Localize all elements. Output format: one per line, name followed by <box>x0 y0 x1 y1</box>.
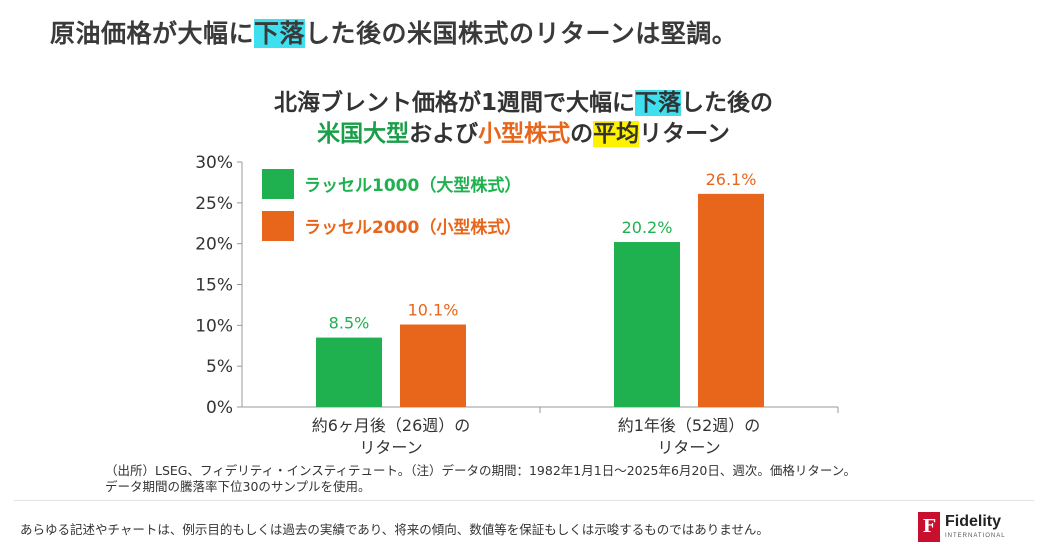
bar-value-label: 8.5% <box>329 314 370 333</box>
legend-swatch <box>262 169 294 199</box>
chart-title-l2-f: リターン <box>639 121 730 147</box>
bar-value-label: 10.1% <box>408 301 459 320</box>
bar <box>698 193 764 407</box>
fidelity-logo: F Fidelity INTERNATIONAL <box>918 508 1033 546</box>
bar <box>400 324 466 407</box>
chart-title-average-highlight: 平均 <box>593 121 640 147</box>
bar-value-label: 26.1% <box>706 170 757 189</box>
chart-title-l2-d: の <box>570 121 594 147</box>
chart-title-l1-a: 北海ブレント価格が1週間で大幅に <box>273 90 635 116</box>
x-category-label: リターン <box>657 438 720 457</box>
chart-title-line2: 米国大型および小型株式の平均リターン <box>0 114 1047 148</box>
legend-label: ラッセル1000（大型株式） <box>304 175 521 196</box>
brand-subtitle: INTERNATIONAL <box>945 533 1006 539</box>
footer-divider <box>14 500 1034 501</box>
source-note: （出所）LSEG、フィデリティ・インスティテュート。（注）データの期間：1982… <box>105 463 856 495</box>
disclaimer: あらゆる記述やチャートは、例示目的もしくは過去の実績であり、将来の傾向、数値等を… <box>20 522 769 537</box>
chart-title-small-cap: 小型株式 <box>478 121 571 147</box>
y-tick-label: 0% <box>206 398 233 418</box>
bar <box>614 242 680 407</box>
y-tick-label: 25% <box>195 194 233 214</box>
source-line-1: （出所）LSEG、フィデリティ・インスティテュート。（注）データの期間：1982… <box>105 463 856 478</box>
headline-part1: 原油価格が大幅に <box>50 19 255 48</box>
fidelity-mark-icon: F <box>918 512 940 542</box>
x-category-label: リターン <box>359 438 422 457</box>
source-line-2: データ期間の騰落率下位30のサンプルを使用。 <box>105 479 371 494</box>
chart-title-l2-b: および <box>409 121 479 147</box>
y-tick-label: 15% <box>195 276 233 296</box>
y-tick-label: 5% <box>206 357 233 377</box>
bar-value-label: 20.2% <box>622 218 673 237</box>
page-headline: 原油価格が大幅に下落した後の米国株式のリターンは堅調。 <box>50 14 737 50</box>
legend-swatch <box>262 211 294 241</box>
bar <box>316 337 382 407</box>
chart-title-l1-highlight: 下落 <box>635 90 681 116</box>
x-category-label: 約6ヶ月後（26週）の <box>312 416 471 435</box>
y-tick-label: 30% <box>195 153 233 173</box>
x-category-label: 約1年後（52週）の <box>618 416 761 435</box>
headline-part3: した後の米国株式のリターンは堅調。 <box>305 19 738 48</box>
chart-title-large-cap: 米国大型 <box>317 121 410 147</box>
chart-title-l1-c: した後の <box>681 90 773 116</box>
brand-name: Fidelity <box>945 513 1002 530</box>
chart-title-line1: 北海ブレント価格が1週間で大幅に下落した後の <box>0 83 1047 117</box>
y-tick-label: 20% <box>195 235 233 255</box>
y-tick-label: 10% <box>195 316 233 336</box>
legend-label: ラッセル2000（小型株式） <box>304 217 521 238</box>
headline-highlight: 下落 <box>254 19 306 48</box>
